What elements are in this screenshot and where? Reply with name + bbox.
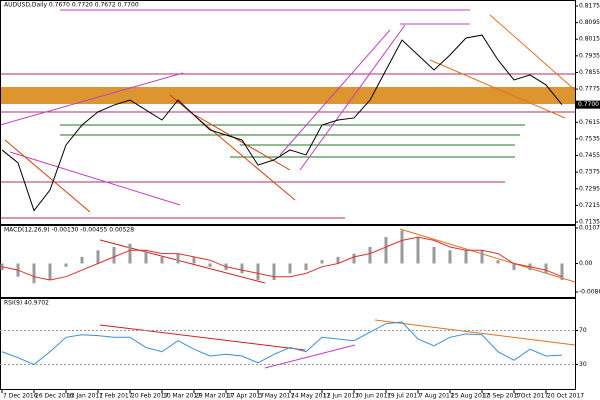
trend-line xyxy=(0,72,184,126)
trend-line xyxy=(489,14,576,91)
y-tick-label: 0.8015 xyxy=(579,36,600,43)
y-tick-label: 0.7935 xyxy=(579,52,600,59)
macd-bar xyxy=(432,247,436,264)
trend-line xyxy=(299,24,406,171)
macd-bar xyxy=(256,263,260,280)
x-tick-label: 24 May 2017 xyxy=(291,393,330,400)
trend-line xyxy=(9,151,181,206)
y-tick-label: 0.01076 xyxy=(579,225,600,232)
macd-bar xyxy=(48,263,52,280)
y-tick-label: 0.8175 xyxy=(579,3,600,10)
x-tick-label: 5 May 2017 xyxy=(259,393,294,400)
macd-bar xyxy=(192,256,196,264)
x-tick-label: 7 Dec 2016 xyxy=(3,393,38,400)
macd-bar xyxy=(320,260,324,264)
y-tick-label: 0.7295 xyxy=(579,185,600,192)
y-tick-label: 0.8095 xyxy=(579,19,600,26)
macd-bar xyxy=(64,263,68,267)
x-tick-label: 1 Feb 2017 xyxy=(99,393,133,400)
y-tick-label: 0.7215 xyxy=(579,202,600,209)
y-tick-label: 0.7535 xyxy=(579,135,600,142)
rsi-title: RSI(9) 40.9702 xyxy=(4,300,49,307)
y-tick-label: 30 xyxy=(579,361,587,368)
macd-bar xyxy=(96,250,100,264)
x-tick-label: 17 Apr 2017 xyxy=(227,393,264,400)
price-frame xyxy=(0,0,576,225)
trend-line xyxy=(194,114,291,171)
x-tick-label: 12 Jun 2017 xyxy=(323,393,359,400)
last-price-box xyxy=(576,100,600,109)
macd-bar xyxy=(448,250,452,264)
rsi-frame xyxy=(0,298,576,390)
macd-bar xyxy=(464,250,468,264)
macd-bar xyxy=(544,263,548,274)
macd-bar xyxy=(128,243,132,264)
y-tick-label: 70 xyxy=(579,327,587,334)
macd-bar xyxy=(480,250,484,264)
macd-bar xyxy=(368,247,372,264)
x-tick-label: 13 Jan 2017 xyxy=(67,393,103,400)
x-tick-label: 20 Feb 2017 xyxy=(131,393,169,400)
y-tick-label: 0.7375 xyxy=(579,169,600,176)
macd-bar xyxy=(400,230,404,264)
macd-bar xyxy=(560,263,564,280)
rsi-trend xyxy=(374,319,576,346)
macd-bar xyxy=(208,263,212,267)
x-tick-label: 3 Oct 2017 xyxy=(515,393,548,400)
signal-line xyxy=(1,236,563,281)
x-tick-label: 10 Mar 2017 xyxy=(163,393,201,400)
y-tick-label: 0.7135 xyxy=(579,219,600,226)
macd-title: MACD(12,26,9) -0.00130 -0.00455 0.00528 xyxy=(4,227,134,234)
macd-bar xyxy=(144,250,148,264)
price-line xyxy=(1,34,563,212)
panel-frames xyxy=(0,0,576,390)
macd-trend xyxy=(99,239,266,284)
macd-bar xyxy=(32,263,36,284)
x-tick-label: 13 Sep 2017 xyxy=(483,393,521,400)
x-tick-label: 20 Oct 2017 xyxy=(547,393,584,400)
chart-title: AUDUSD,Daily 0.7670 0.7720 0.7672 0.7700 xyxy=(4,2,139,9)
macd-bar xyxy=(416,237,420,264)
y-tick-label: -0.00864 xyxy=(579,289,600,296)
y-tick-label: 0.7775 xyxy=(579,86,600,93)
macd-bar xyxy=(384,237,388,264)
price-line xyxy=(1,321,563,366)
macd-bar xyxy=(336,256,340,264)
macd-bar xyxy=(80,256,84,264)
trend-line xyxy=(279,29,391,156)
y-tick-label: 0.7455 xyxy=(579,152,600,159)
trend-line xyxy=(4,139,91,213)
macd-bar xyxy=(112,247,116,264)
macd-bar xyxy=(272,263,276,280)
macd-bar xyxy=(352,253,356,264)
macd-frame xyxy=(0,225,576,298)
x-tick-label: 7 Aug 2017 xyxy=(419,393,454,400)
resistance-band xyxy=(0,87,575,104)
x-tick-label: 19 Jul 2017 xyxy=(387,393,421,400)
x-tick-label: 26 Dec 2016 xyxy=(35,393,74,400)
macd-bar xyxy=(512,263,516,271)
y-tick-label: 0.7855 xyxy=(579,69,600,76)
x-tick-label: 30 Jun 2017 xyxy=(355,393,391,400)
macd-bar xyxy=(288,263,292,274)
y-tick-label: 0.7615 xyxy=(579,119,600,126)
y-tick-label: 0.00 xyxy=(579,260,593,267)
x-tick-label: 29 Mar 2017 xyxy=(195,393,233,400)
macd-bar xyxy=(176,253,180,264)
macd-bar xyxy=(496,260,500,264)
x-tick-label: 25 Aug 2017 xyxy=(451,393,490,400)
last-price-label: 0.7700 xyxy=(578,101,599,108)
macd-bar xyxy=(240,263,244,274)
trend-lines xyxy=(0,9,576,369)
trend-line xyxy=(429,59,566,119)
rsi-trend xyxy=(99,324,306,351)
macd-bar xyxy=(304,263,308,271)
macd-bar xyxy=(160,256,164,264)
